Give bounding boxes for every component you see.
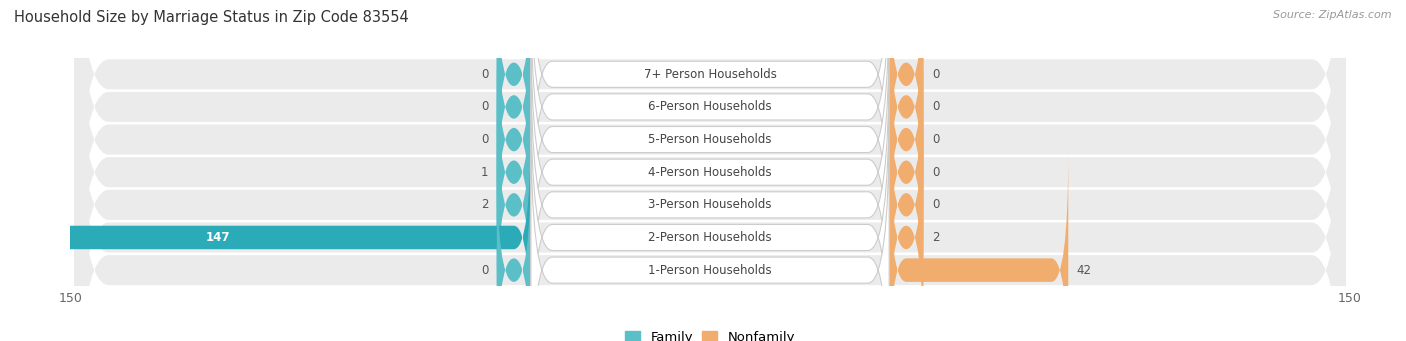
Text: 0: 0 [932, 166, 939, 179]
FancyBboxPatch shape [531, 22, 889, 322]
Text: 0: 0 [481, 264, 488, 277]
Text: 0: 0 [481, 133, 488, 146]
FancyBboxPatch shape [496, 0, 531, 226]
FancyBboxPatch shape [531, 87, 889, 341]
FancyBboxPatch shape [531, 0, 889, 290]
FancyBboxPatch shape [889, 21, 924, 258]
FancyBboxPatch shape [531, 120, 889, 341]
FancyBboxPatch shape [496, 21, 531, 258]
Text: 7+ Person Households: 7+ Person Households [644, 68, 776, 81]
Text: 1: 1 [481, 166, 488, 179]
FancyBboxPatch shape [0, 119, 531, 341]
Text: 4-Person Households: 4-Person Households [648, 166, 772, 179]
Text: Source: ZipAtlas.com: Source: ZipAtlas.com [1274, 10, 1392, 20]
Text: 0: 0 [481, 101, 488, 114]
Legend: Family, Nonfamily: Family, Nonfamily [624, 331, 796, 341]
FancyBboxPatch shape [889, 0, 924, 193]
FancyBboxPatch shape [496, 86, 531, 324]
Text: 3-Person Households: 3-Person Households [648, 198, 772, 211]
Text: 0: 0 [932, 198, 939, 211]
FancyBboxPatch shape [75, 0, 1346, 341]
Text: 0: 0 [481, 68, 488, 81]
FancyBboxPatch shape [889, 54, 924, 291]
FancyBboxPatch shape [75, 0, 1346, 341]
Text: 0: 0 [932, 133, 939, 146]
FancyBboxPatch shape [75, 24, 1346, 341]
FancyBboxPatch shape [75, 0, 1346, 341]
FancyBboxPatch shape [889, 151, 1069, 341]
FancyBboxPatch shape [531, 0, 889, 257]
FancyBboxPatch shape [75, 0, 1346, 341]
FancyBboxPatch shape [531, 0, 889, 224]
FancyBboxPatch shape [496, 0, 531, 193]
Text: 6-Person Households: 6-Person Households [648, 101, 772, 114]
FancyBboxPatch shape [889, 119, 924, 341]
FancyBboxPatch shape [889, 86, 924, 324]
Text: 1-Person Households: 1-Person Households [648, 264, 772, 277]
Text: 0: 0 [932, 68, 939, 81]
Text: 2-Person Households: 2-Person Households [648, 231, 772, 244]
FancyBboxPatch shape [496, 54, 531, 291]
Text: 0: 0 [932, 101, 939, 114]
Text: 2: 2 [932, 231, 939, 244]
Text: 2: 2 [481, 198, 488, 211]
FancyBboxPatch shape [531, 55, 889, 341]
FancyBboxPatch shape [75, 0, 1346, 321]
FancyBboxPatch shape [496, 151, 531, 341]
Text: 147: 147 [205, 231, 229, 244]
FancyBboxPatch shape [889, 0, 924, 226]
Text: 5-Person Households: 5-Person Households [648, 133, 772, 146]
Text: 42: 42 [1077, 264, 1092, 277]
FancyBboxPatch shape [75, 0, 1346, 341]
Text: Household Size by Marriage Status in Zip Code 83554: Household Size by Marriage Status in Zip… [14, 10, 409, 25]
